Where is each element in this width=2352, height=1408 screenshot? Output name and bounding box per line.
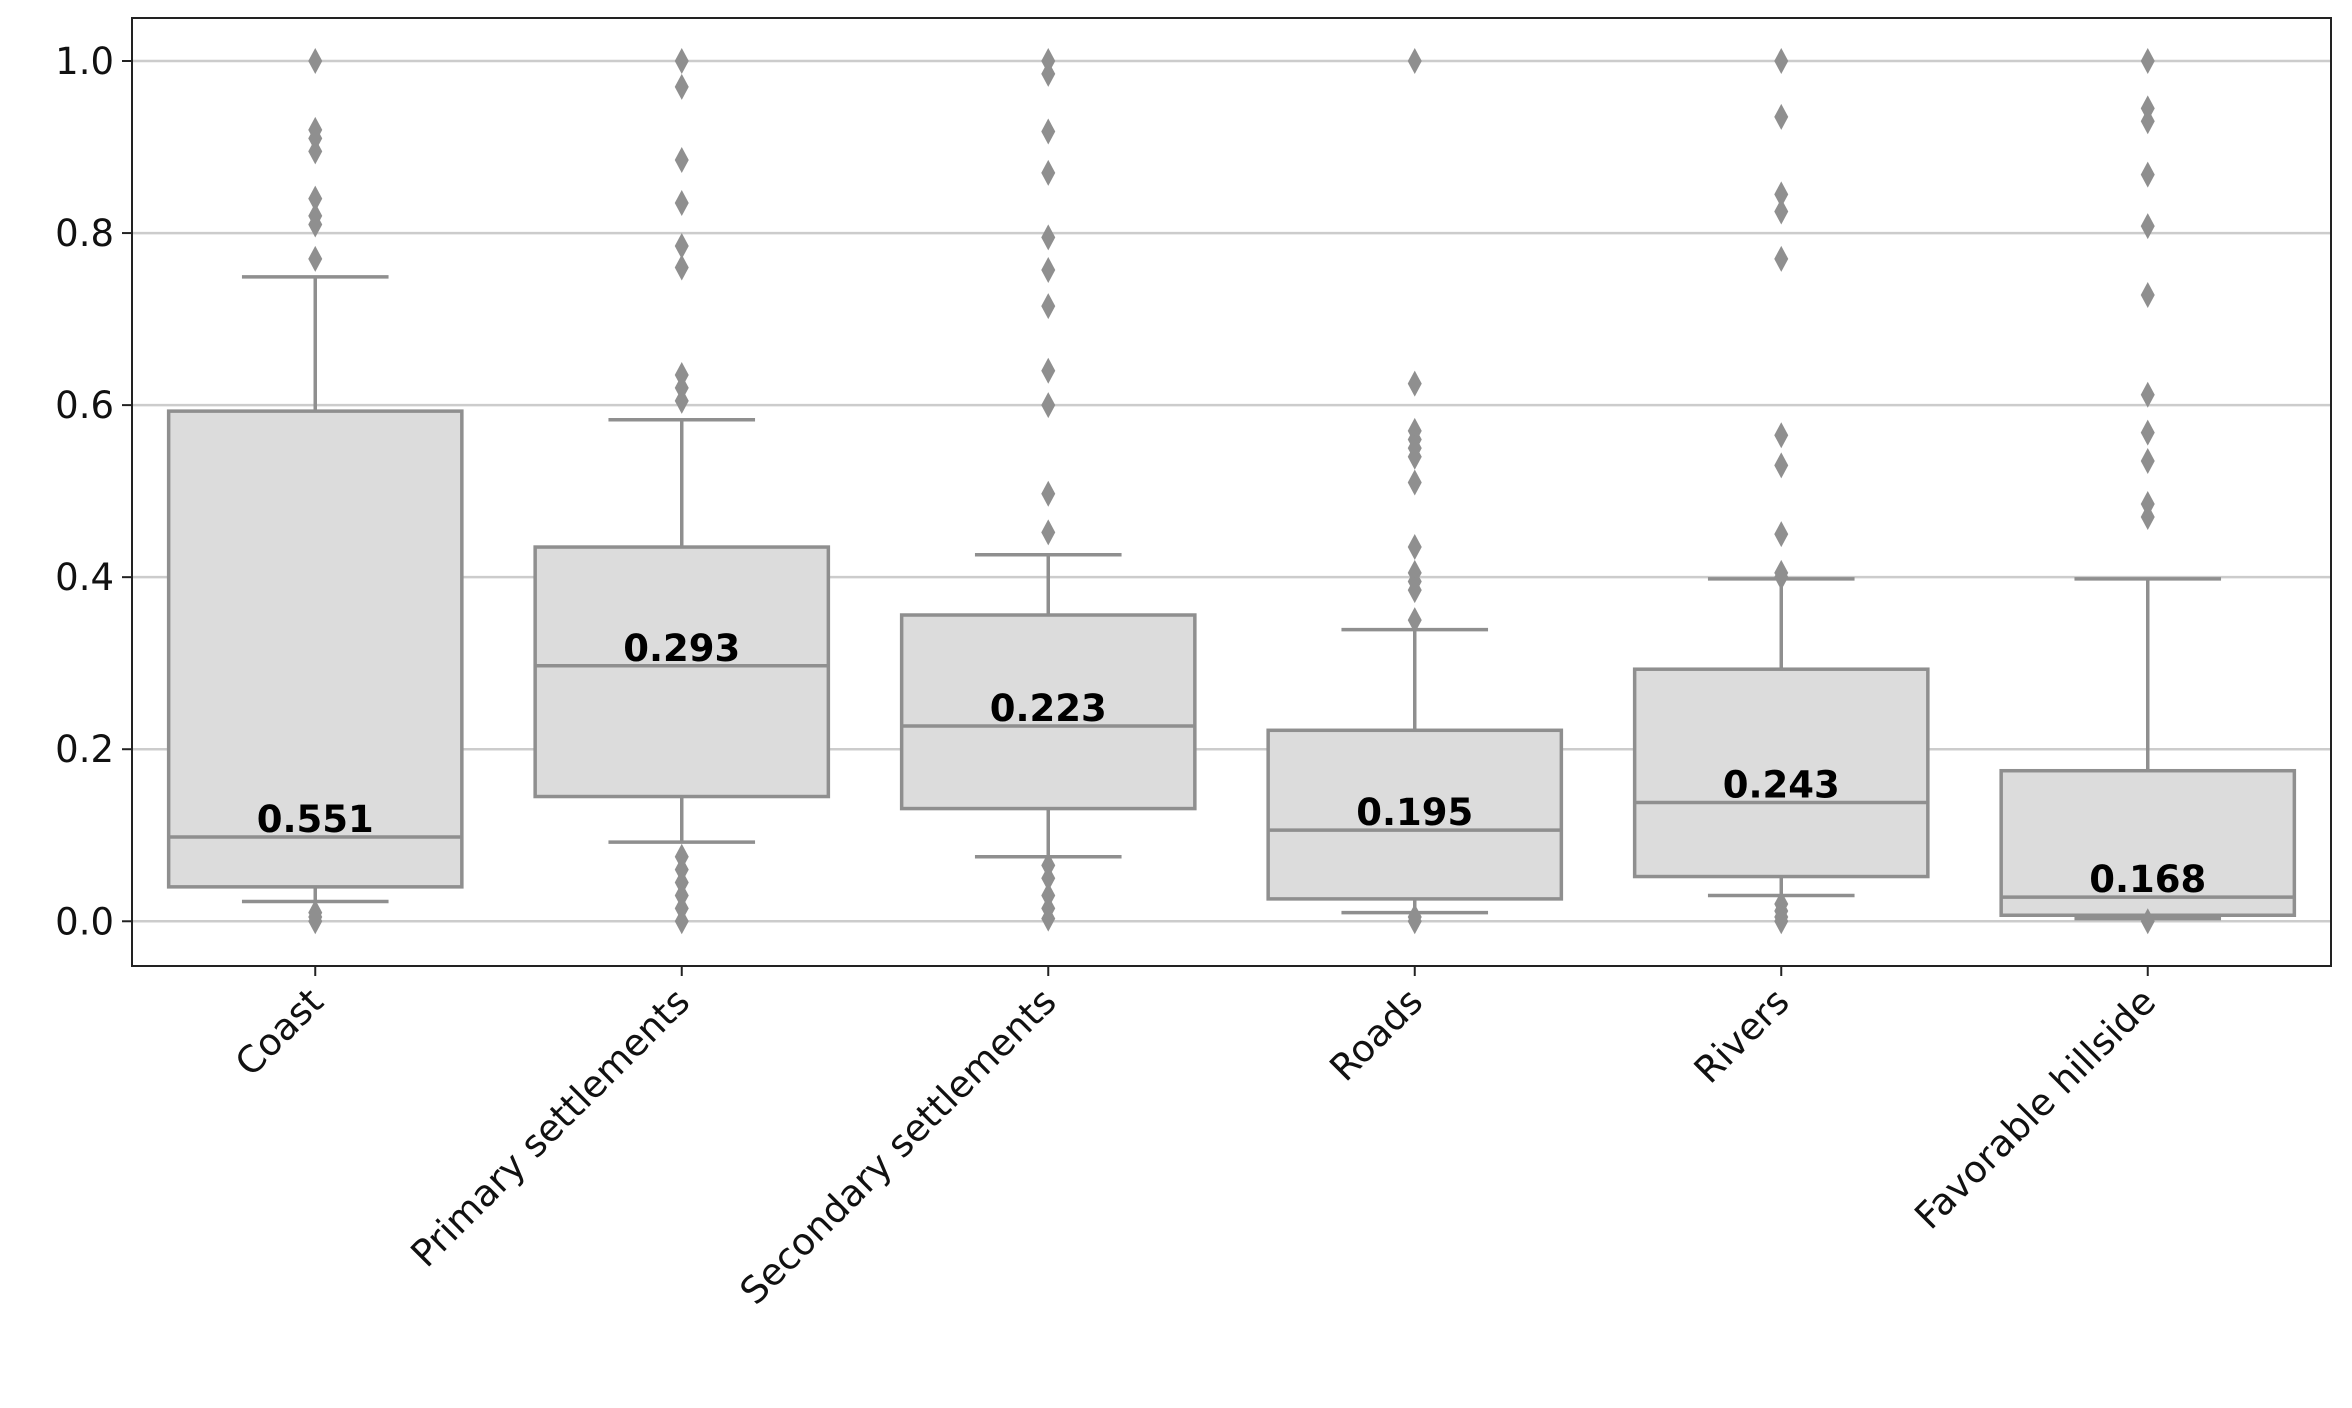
y-tick-label: 0.6 xyxy=(55,384,114,427)
value-label: 0.293 xyxy=(623,627,740,670)
outlier-point xyxy=(2140,381,2155,408)
outlier-point xyxy=(1774,48,1789,75)
box-favorable-hillside: 0.168 xyxy=(1999,48,2297,935)
outlier-point xyxy=(2140,503,2155,530)
outlier-point xyxy=(1041,865,1056,892)
outlier-point xyxy=(2140,161,2155,188)
outlier-point xyxy=(1041,357,1056,384)
outlier-point xyxy=(2140,108,2155,135)
x-tick-label: Secondary settlements xyxy=(732,980,1065,1313)
box-body xyxy=(166,409,464,889)
y-tick-label: 0.0 xyxy=(55,900,114,943)
gridlines xyxy=(132,59,2331,923)
value-label: 0.223 xyxy=(990,687,1107,730)
x-tick-label: Roads xyxy=(1321,980,1431,1090)
outlier-point xyxy=(674,146,689,173)
outlier-point xyxy=(674,189,689,216)
y-tick-label: 0.4 xyxy=(55,556,114,599)
x-tick-label: Rivers xyxy=(1686,980,1798,1092)
outlier-point xyxy=(674,73,689,100)
outlier-point xyxy=(1774,245,1789,272)
outlier-point xyxy=(1041,480,1056,507)
outlier-point xyxy=(308,48,323,75)
outlier-point xyxy=(674,908,689,935)
outlier-point xyxy=(1774,422,1789,449)
outlier-point xyxy=(674,48,689,75)
y-tick-label: 0.8 xyxy=(55,212,114,255)
box-primary-settlements: 0.293 xyxy=(533,48,831,935)
outlier-point xyxy=(1407,607,1422,634)
outlier-point xyxy=(308,138,323,165)
y-axis: 0.0 0.2 0.4 0.6 0.8 1.0 xyxy=(55,40,132,943)
outlier-point xyxy=(1407,443,1422,470)
outlier-point xyxy=(674,387,689,414)
outlier-point xyxy=(1041,257,1056,284)
outlier-point xyxy=(1041,60,1056,87)
outlier-point xyxy=(1041,224,1056,251)
value-label: 0.168 xyxy=(2089,858,2206,901)
outlier-point xyxy=(2140,282,2155,309)
box-secondary-settlements: 0.223 xyxy=(899,48,1197,932)
x-axis: Coast Primary settlements Secondary settle… xyxy=(227,966,2164,1313)
outlier-point xyxy=(2140,419,2155,446)
outlier-point xyxy=(1041,905,1056,932)
value-label: 0.551 xyxy=(257,798,374,841)
outlier-point xyxy=(1407,370,1422,397)
box-rivers: 0.243 xyxy=(1632,48,1930,935)
outlier-point xyxy=(1041,118,1056,145)
outlier-point xyxy=(1407,577,1422,604)
outlier-point xyxy=(1041,519,1056,546)
outlier-point xyxy=(2140,448,2155,475)
outlier-point xyxy=(1407,469,1422,496)
outlier-point xyxy=(1774,452,1789,479)
outlier-point xyxy=(308,908,323,935)
outlier-point xyxy=(1774,198,1789,225)
box-body xyxy=(1999,768,2297,917)
plot-frame xyxy=(131,17,2332,967)
box-body xyxy=(899,613,1197,811)
x-tick-label: Primary settlements xyxy=(403,980,698,1275)
outlier-point xyxy=(1774,908,1789,935)
outlier-point xyxy=(1774,181,1789,208)
outlier-point xyxy=(1407,908,1422,935)
outlier-point xyxy=(1041,293,1056,320)
x-tick-label: Coast xyxy=(227,980,332,1085)
outlier-point xyxy=(674,232,689,259)
y-tick-label: 1.0 xyxy=(55,40,114,83)
outlier-point xyxy=(1407,48,1422,75)
outlier-point xyxy=(308,185,323,212)
outlier-point xyxy=(2140,908,2155,935)
value-label: 0.243 xyxy=(1723,764,1840,807)
outlier-point xyxy=(674,254,689,281)
value-label: 0.195 xyxy=(1356,791,1473,834)
box-body xyxy=(533,545,831,799)
outlier-point xyxy=(1407,534,1422,561)
box-coast: 0.551 xyxy=(166,48,464,935)
outlier-point xyxy=(2140,48,2155,75)
boxes: 0.551 0.293 0.223 0.195 0.243 0.168 xyxy=(166,48,2297,935)
outlier-point xyxy=(1774,103,1789,130)
outlier-point xyxy=(308,245,323,272)
box-body xyxy=(1632,667,1930,879)
outlier-point xyxy=(1041,159,1056,186)
outlier-point xyxy=(2140,213,2155,240)
outlier-point xyxy=(1041,392,1056,419)
outlier-point xyxy=(1774,564,1789,591)
outlier-point xyxy=(308,211,323,238)
outlier-point xyxy=(1774,521,1789,548)
y-tick-label: 0.2 xyxy=(55,728,114,771)
box-body xyxy=(1266,728,1564,901)
box-roads: 0.195 xyxy=(1266,48,1564,935)
x-tick-label: Favorable hillside xyxy=(1906,980,2164,1238)
